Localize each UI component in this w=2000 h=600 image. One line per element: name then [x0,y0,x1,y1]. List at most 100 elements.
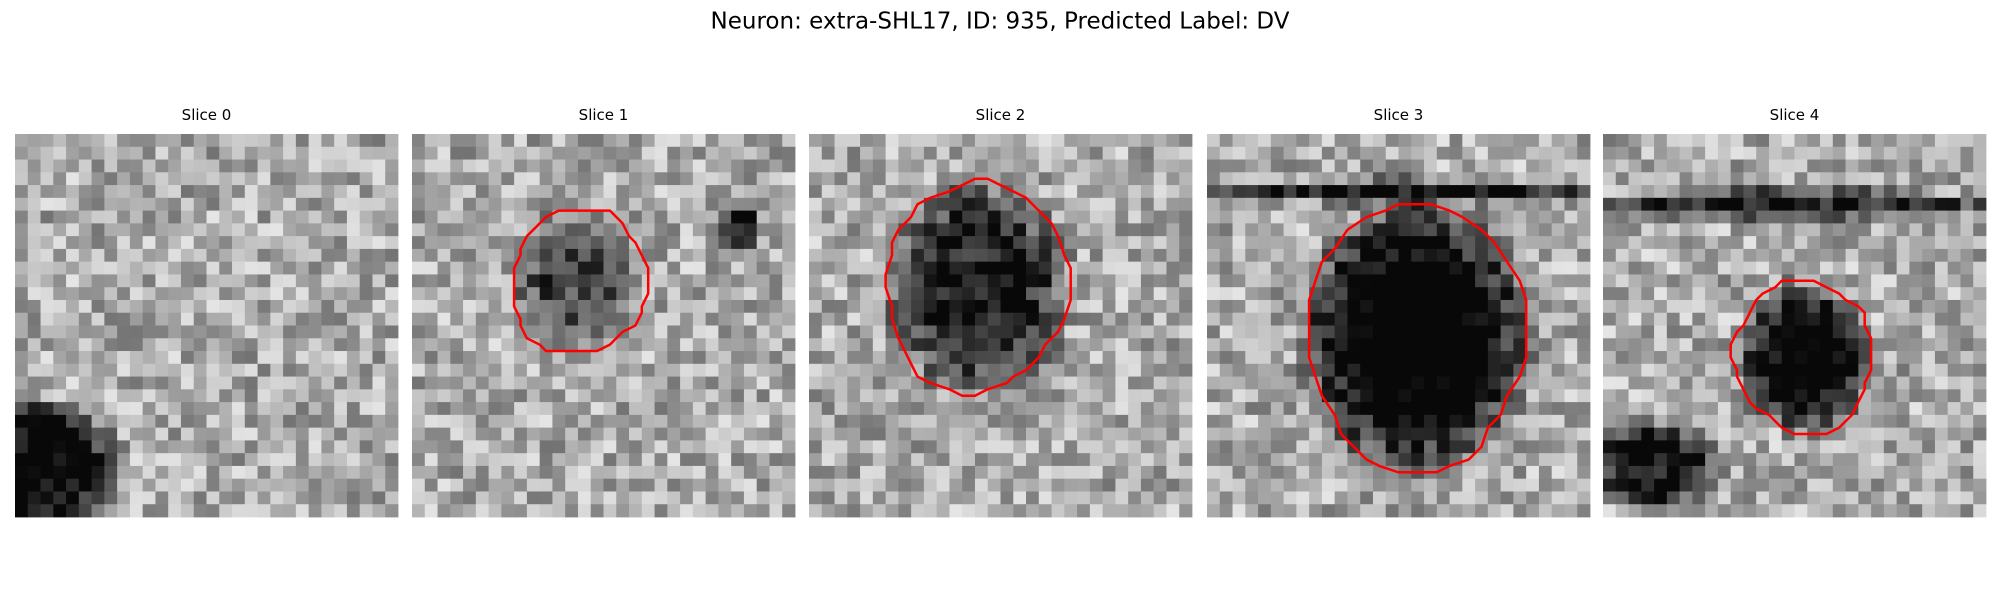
pixel [782,146,796,160]
pixel [1000,223,1014,237]
pixel [756,427,770,441]
pixel [1705,491,1719,505]
pixel [718,248,732,263]
pixel [1909,261,1923,275]
pixel [1756,478,1770,492]
pixel [308,325,322,339]
pixel [1270,172,1284,186]
pixel [308,261,322,275]
pixel [1628,453,1642,467]
pixel [450,146,464,160]
pixel [718,236,732,250]
pixel [1089,287,1104,301]
pixel [1934,210,1949,224]
pixel [1462,248,1476,263]
pixel [731,274,745,288]
pixel [15,248,29,263]
pixel [1140,453,1155,467]
pixel [142,146,156,160]
pixel [1807,376,1821,390]
pixel [1051,210,1065,224]
pixel [437,402,451,416]
pixel [295,351,310,365]
pixel [1372,363,1387,377]
pixel [911,287,925,301]
pixel [1064,427,1078,441]
pixel [756,134,770,148]
pixel [514,185,528,199]
pixel [1615,185,1629,199]
pixel [334,274,348,288]
pixel [1283,261,1297,275]
pixel [1781,159,1795,173]
pixel [437,325,451,339]
pixel [705,248,719,263]
pixel [1038,146,1052,160]
pixel [244,351,258,365]
pixel [129,325,144,339]
pixel [1628,236,1642,250]
pixel [872,504,886,518]
pixel [1513,338,1527,352]
pixel [1283,274,1297,288]
pixel [629,185,643,199]
pixel [847,210,861,224]
pixel [40,414,54,429]
pixel [1321,134,1336,148]
pixel [705,197,719,211]
pixel [155,146,169,160]
pixel [1462,465,1476,480]
pixel [1153,465,1167,480]
pixel [1232,402,1246,416]
pixel [27,134,41,148]
pixel [1089,261,1104,275]
pixel [1947,414,1961,429]
pixel [1334,172,1348,186]
pixel [898,351,912,365]
pixel [1960,453,1974,467]
pixel [1883,197,1898,211]
pixel [66,146,80,160]
pixel [1666,389,1680,403]
pixel [1296,223,1310,237]
pixel [809,146,823,160]
pixel [603,440,617,454]
pixel [1219,402,1233,416]
pixel [641,312,655,326]
pixel [1334,185,1348,199]
pixel [424,504,438,518]
pixel [244,453,258,467]
pixel [1179,402,1193,416]
pixel [692,236,707,250]
pixel [1807,210,1821,224]
pixel [295,363,310,377]
pixel [142,491,156,505]
pixel [923,146,938,160]
pixel [1013,427,1027,441]
pixel [692,427,707,441]
pixel [923,453,938,467]
pixel [1628,210,1642,224]
pixel [1077,312,1091,326]
pixel [936,210,950,224]
pixel [1013,172,1027,186]
pixel [705,172,719,186]
pixel [809,402,823,416]
pixel [590,389,604,403]
pixel [27,210,41,224]
pixel [40,465,54,480]
pixel [1564,248,1578,263]
pixel [834,465,848,480]
pixel [1013,402,1027,416]
pixel [1385,287,1399,301]
pixel [1934,197,1949,211]
pixel [1871,465,1885,480]
pixel [385,491,399,505]
pixel [385,185,399,199]
pixel [1871,248,1885,263]
pixel [1666,223,1680,237]
pixel [1115,478,1129,492]
pixel [1258,134,1272,148]
pixel [847,236,861,250]
pixel [1845,414,1859,429]
